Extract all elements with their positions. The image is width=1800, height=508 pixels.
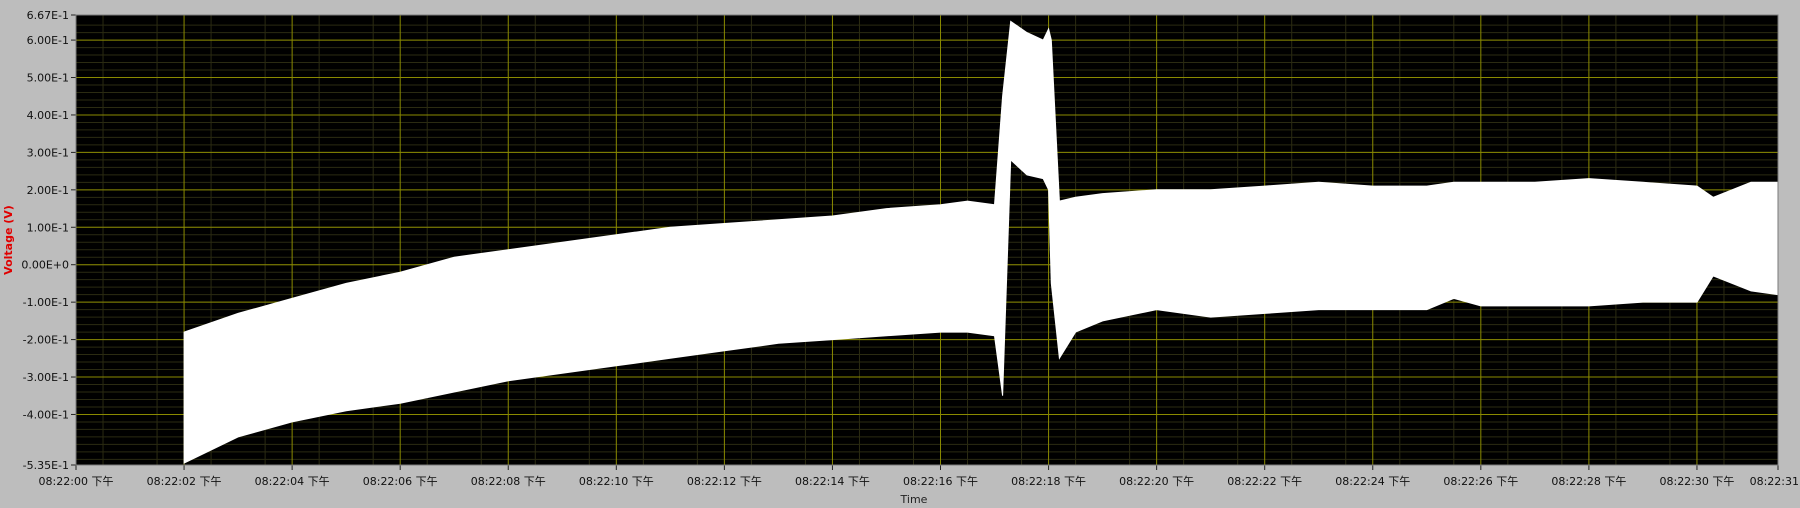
x-axis-ticks: 08:22:00 下午 08:22:02 下午 08:22:04 下午 08:22:0… bbox=[39, 465, 1799, 488]
x-tick-label: 08:22:16 下午 bbox=[903, 475, 978, 488]
x-tick-label: 08:22:12 下午 bbox=[687, 475, 762, 488]
y-tick-label: 4.00E-1 bbox=[27, 109, 69, 122]
y-tick-label: -1.00E-1 bbox=[23, 296, 69, 309]
x-tick-label: 08:22:31 bbox=[1750, 475, 1799, 488]
x-tick-label: 08:22:14 下午 bbox=[795, 475, 870, 488]
y-tick-label: -3.00E-1 bbox=[23, 371, 69, 384]
y-tick-label: 1.00E-1 bbox=[27, 221, 69, 234]
x-axis-label: Time bbox=[900, 493, 928, 504]
plot-frame bbox=[75, 14, 1779, 466]
y-tick-label: 3.00E-1 bbox=[27, 146, 69, 159]
x-tick-label: 08:22:30 下午 bbox=[1659, 475, 1734, 488]
y-tick-label: 5.00E-1 bbox=[27, 72, 69, 85]
y-axis-ticks: 6.67E-1 6.00E-1 5.00E-1 4.00E-1 3.00E-1 2.00E… bbox=[21, 9, 76, 472]
x-tick-label: 08:22:04 下午 bbox=[255, 475, 330, 488]
x-tick-label: 08:22:08 下午 bbox=[471, 475, 546, 488]
x-tick-label: 08:22:06 下午 bbox=[363, 475, 438, 488]
y-tick-label: -2.00E-1 bbox=[23, 334, 69, 347]
x-tick-label: 08:22:20 下午 bbox=[1119, 475, 1194, 488]
y-tick-label: -5.35E-1 bbox=[23, 459, 69, 472]
y-axis-label: Voltage (V) bbox=[2, 205, 15, 275]
y-tick-label: 6.00E-1 bbox=[27, 34, 69, 47]
x-tick-label: 08:22:22 下午 bbox=[1227, 475, 1302, 488]
x-tick-label: 08:22:24 下午 bbox=[1335, 475, 1410, 488]
y-tick-label: 2.00E-1 bbox=[27, 184, 69, 197]
y-tick-label: 6.67E-1 bbox=[27, 9, 69, 22]
y-tick-label: 0.00E+0 bbox=[21, 259, 69, 272]
x-tick-label: 08:22:26 下午 bbox=[1443, 475, 1518, 488]
x-tick-label: 08:22:18 下午 bbox=[1011, 475, 1086, 488]
x-tick-label: 08:22:00 下午 bbox=[39, 475, 114, 488]
x-tick-label: 08:22:28 下午 bbox=[1551, 475, 1626, 488]
x-tick-label: 08:22:10 下午 bbox=[579, 475, 654, 488]
y-tick-label: -4.00E-1 bbox=[23, 408, 69, 421]
x-tick-label: 08:22:02 下午 bbox=[147, 475, 222, 488]
